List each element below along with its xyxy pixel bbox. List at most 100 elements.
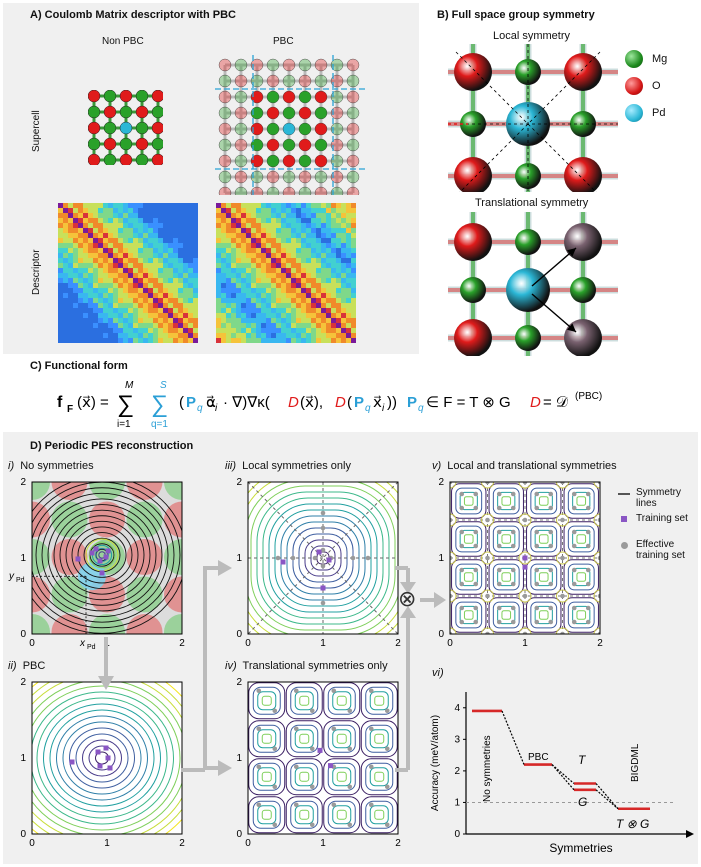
matrix-cell [266, 303, 272, 309]
contour [323, 758, 361, 796]
matrix-cell [306, 323, 312, 329]
matrix-cell [93, 273, 99, 279]
matrix-cell [341, 248, 347, 254]
contour [290, 686, 319, 715]
matrix-cell [221, 313, 227, 319]
matrix-cell [341, 203, 347, 209]
matrix-cell [341, 323, 347, 329]
matrix-cell [341, 213, 347, 219]
contour [327, 800, 356, 829]
matrix-cell [78, 278, 84, 284]
effective-training-point [510, 567, 516, 573]
matrix-cell [316, 233, 322, 239]
matrix-cell [108, 228, 114, 234]
matrix-cell [281, 288, 287, 294]
contour [488, 521, 524, 557]
matrix-cell [138, 293, 144, 299]
matrix-cell [311, 238, 317, 244]
matrix-cell [78, 238, 84, 244]
contour [71, 526, 133, 584]
matrix-cell [123, 213, 129, 219]
matrix-cell [113, 278, 119, 284]
matrix-cell [266, 328, 272, 334]
effective-training-point [496, 529, 502, 535]
matrix-cell [118, 323, 124, 329]
matrix-cell [246, 278, 252, 284]
matrix-cell [291, 273, 297, 279]
matrix-cell [143, 233, 149, 239]
matrix-cell [261, 253, 267, 259]
matrix-cell [63, 253, 69, 259]
matrix-cell [108, 283, 114, 289]
matrix-cell [173, 268, 179, 274]
matrix-cell [276, 283, 282, 289]
matrix-cell [221, 338, 227, 343]
contour [327, 762, 356, 791]
matrix-cell [341, 258, 347, 264]
matrix-cell [193, 233, 198, 239]
matrix-cell [128, 228, 134, 234]
matrix-cell [346, 228, 352, 234]
matrix-cell [113, 323, 119, 329]
matrix-cell [78, 338, 84, 343]
contour [332, 729, 352, 749]
matrix-cell [193, 318, 198, 324]
y-tick-label: 1 [236, 753, 242, 764]
matrix-cell [306, 218, 312, 224]
matrix-cell [316, 203, 322, 209]
subplot-iv-index: iv) [225, 660, 237, 672]
label-bigdml: BIGDML [630, 743, 641, 782]
matrix-cell [216, 288, 222, 294]
matrix-cell [241, 268, 247, 274]
contour [488, 597, 524, 633]
matrix-cell [138, 263, 144, 269]
matrix-cell [301, 228, 307, 234]
matrix-cell [256, 208, 262, 214]
mg-atom [460, 277, 486, 303]
matrix-cell [118, 273, 124, 279]
y-tick-label: 1 [20, 553, 26, 564]
matrix-cell [158, 328, 164, 334]
matrix-cell [301, 253, 307, 259]
effective-training-point [450, 482, 453, 485]
effective-training-point [496, 491, 502, 497]
atom [314, 154, 328, 168]
o-atom [454, 223, 492, 261]
matrix-cell [93, 233, 99, 239]
matrix-cell [261, 308, 267, 314]
svg-text:(x⃗) =: (x⃗) = [77, 394, 109, 411]
contour [538, 534, 549, 544]
contour [481, 482, 494, 489]
effective-training-point [510, 619, 516, 625]
matrix-cell [58, 258, 64, 264]
matrix-cell [188, 278, 194, 284]
matrix-cell [73, 263, 79, 269]
matrix-cell [128, 308, 134, 314]
matrix-cell [73, 203, 79, 209]
matrix-cell [193, 293, 198, 299]
matrix-cell [63, 203, 69, 209]
matrix-cell [311, 283, 317, 289]
matrix-cell [168, 203, 174, 209]
matrix-cell [271, 283, 277, 289]
matrix-cell [88, 223, 94, 229]
matrix-cell [281, 283, 287, 289]
matrix-cell [331, 258, 337, 264]
matrix-cell [58, 328, 64, 334]
matrix-cell [168, 323, 174, 329]
matrix-cell [336, 298, 342, 304]
matrix-cell [128, 278, 134, 284]
matrix-cell [291, 268, 297, 274]
matrix-cell [326, 308, 332, 314]
matrix-cell [148, 268, 154, 274]
matrix-cell [331, 248, 337, 254]
matrix-cell [103, 283, 109, 289]
matrix-cell [226, 278, 232, 284]
matrix-cell [301, 243, 307, 249]
matrix-cell [178, 258, 184, 264]
matrix-cell [286, 218, 292, 224]
effective-training-point [450, 593, 453, 599]
contour [451, 483, 487, 519]
matrix-cell [216, 298, 222, 304]
matrix-cell [281, 273, 287, 279]
